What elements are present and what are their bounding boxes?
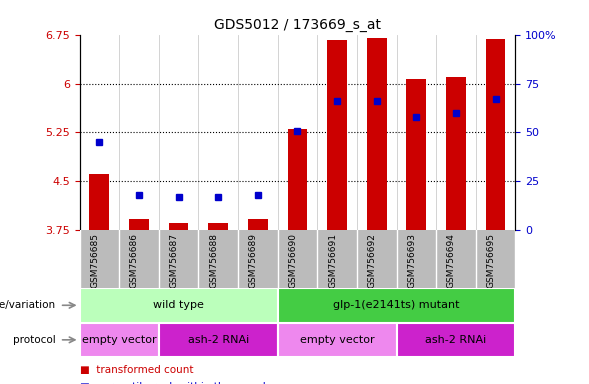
Text: ■  transformed count: ■ transformed count: [80, 365, 193, 375]
Bar: [209, 223, 228, 230]
Text: GSM756687: GSM756687: [170, 233, 178, 288]
Text: wild type: wild type: [153, 300, 204, 310]
Bar: [396, 323, 515, 357]
Text: GSM756689: GSM756689: [249, 233, 258, 288]
Text: GSM756692: GSM756692: [368, 233, 377, 288]
Bar: [486, 39, 505, 230]
Text: protocol: protocol: [13, 335, 56, 345]
Bar: [80, 288, 277, 323]
Bar: [277, 288, 515, 323]
Text: empty vector: empty vector: [82, 335, 157, 345]
Bar: [80, 323, 159, 357]
Text: GSM756685: GSM756685: [90, 233, 100, 288]
Text: GSM756688: GSM756688: [209, 233, 218, 288]
Text: empty vector: empty vector: [300, 335, 375, 345]
Bar: [159, 323, 277, 357]
Text: ■  percentile rank within the sample: ■ percentile rank within the sample: [80, 382, 272, 384]
Bar: [446, 77, 466, 230]
Text: ash-2 RNAi: ash-2 RNAi: [187, 335, 249, 345]
Bar: [406, 79, 426, 230]
Text: glp-1(e2141ts) mutant: glp-1(e2141ts) mutant: [333, 300, 460, 310]
Bar: [327, 40, 347, 230]
Text: GSM756695: GSM756695: [487, 233, 495, 288]
Bar: [287, 129, 307, 230]
Bar: [168, 223, 188, 230]
Bar: [367, 38, 386, 230]
Text: GSM756686: GSM756686: [130, 233, 139, 288]
Bar: [248, 219, 268, 230]
Bar: [129, 218, 149, 230]
Title: GDS5012 / 173669_s_at: GDS5012 / 173669_s_at: [214, 18, 381, 32]
Text: genotype/variation: genotype/variation: [0, 300, 56, 310]
Text: ash-2 RNAi: ash-2 RNAi: [425, 335, 487, 345]
Bar: [277, 323, 396, 357]
Text: GSM756690: GSM756690: [289, 233, 297, 288]
Text: GSM756694: GSM756694: [447, 233, 456, 288]
Bar: [90, 174, 109, 230]
Text: GSM756693: GSM756693: [408, 233, 416, 288]
Text: GSM756691: GSM756691: [328, 233, 337, 288]
